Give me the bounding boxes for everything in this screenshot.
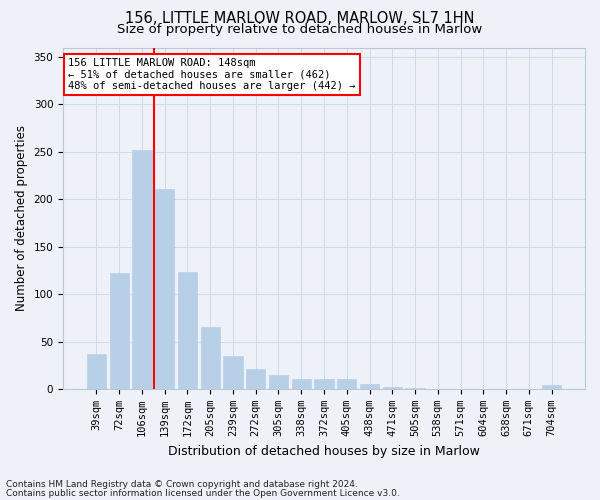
Bar xyxy=(314,378,334,389)
Bar xyxy=(87,354,106,389)
Bar xyxy=(542,385,561,389)
Bar xyxy=(383,387,402,389)
Bar xyxy=(269,374,288,389)
X-axis label: Distribution of detached houses by size in Marlow: Distribution of detached houses by size … xyxy=(168,444,480,458)
Text: 156, LITTLE MARLOW ROAD, MARLOW, SL7 1HN: 156, LITTLE MARLOW ROAD, MARLOW, SL7 1HN xyxy=(125,11,475,26)
Text: Size of property relative to detached houses in Marlow: Size of property relative to detached ho… xyxy=(118,22,482,36)
Bar xyxy=(200,328,220,389)
Bar xyxy=(223,356,242,389)
Text: Contains public sector information licensed under the Open Government Licence v3: Contains public sector information licen… xyxy=(6,489,400,498)
Bar xyxy=(360,384,379,389)
Bar xyxy=(406,388,425,389)
Y-axis label: Number of detached properties: Number of detached properties xyxy=(15,125,28,311)
Bar xyxy=(246,369,265,389)
Bar xyxy=(337,380,356,389)
Bar xyxy=(132,150,152,389)
Text: Contains HM Land Registry data © Crown copyright and database right 2024.: Contains HM Land Registry data © Crown c… xyxy=(6,480,358,489)
Bar xyxy=(110,273,129,389)
Text: 156 LITTLE MARLOW ROAD: 148sqm
← 51% of detached houses are smaller (462)
48% of: 156 LITTLE MARLOW ROAD: 148sqm ← 51% of … xyxy=(68,58,356,91)
Bar xyxy=(155,189,175,389)
Bar xyxy=(178,272,197,389)
Bar xyxy=(292,378,311,389)
